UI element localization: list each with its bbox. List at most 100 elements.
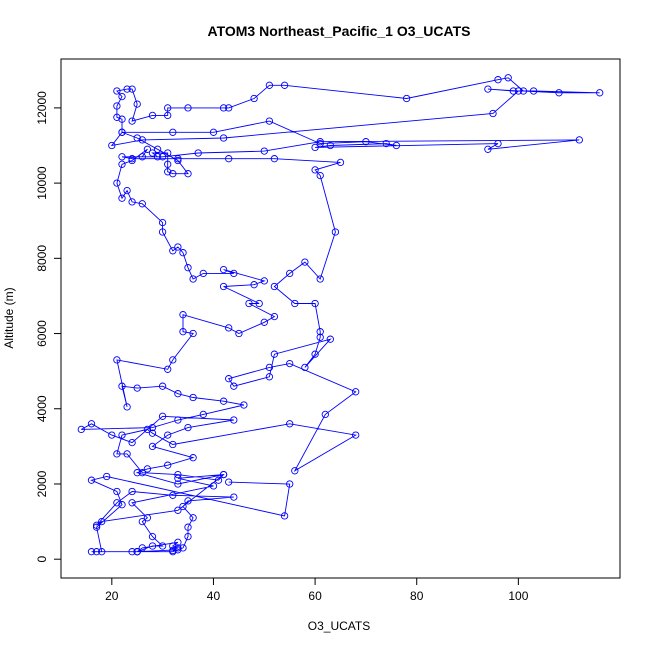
data-point: [184, 264, 192, 272]
data-point: [265, 363, 274, 372]
data-point: [113, 179, 121, 187]
data-point: [230, 382, 238, 390]
y-tick-label: 8000: [35, 245, 49, 272]
data-point: [184, 104, 192, 112]
data-point: [133, 100, 141, 108]
data-point: [184, 523, 192, 531]
x-axis-label: O3_UCATS: [308, 619, 370, 633]
series-line: [81, 77, 600, 553]
data-point: [179, 311, 187, 319]
data-point: [123, 403, 131, 411]
data-point: [189, 454, 197, 462]
data-point: [331, 228, 340, 236]
x-tick-label: 20: [105, 589, 119, 603]
data-point: [138, 153, 146, 161]
data-point: [179, 328, 187, 336]
data-point: [138, 200, 146, 208]
data-point: [118, 115, 126, 123]
data-point: [189, 514, 197, 522]
data-point: [128, 198, 136, 206]
data-point: [148, 442, 157, 451]
x-tick-label: 60: [308, 589, 322, 603]
data-point: [514, 87, 523, 95]
data-point: [113, 102, 121, 110]
data-point: [230, 416, 238, 424]
x-tick-label: 100: [508, 589, 528, 603]
data-point: [494, 76, 502, 84]
data-point: [164, 111, 172, 120]
data-point: [219, 104, 228, 112]
data-point: [245, 299, 253, 308]
data-point: [148, 423, 157, 432]
data-point: [123, 186, 131, 195]
data-point: [138, 136, 146, 144]
data-point: [301, 363, 309, 372]
data-point: [489, 109, 497, 118]
data-point: [118, 153, 126, 161]
y-tick-label: 12000: [35, 91, 49, 125]
y-axis-label: Altitude (m): [2, 287, 16, 348]
data-point: [270, 282, 279, 291]
data-point: [108, 431, 116, 439]
y-axis: 0 2000 4000 6000 8000 10000 12000: [35, 91, 62, 563]
data-point: [504, 74, 512, 82]
data-point: [219, 265, 228, 274]
data-point: [311, 350, 319, 358]
y-tick-label: 4000: [35, 395, 49, 422]
data-point: [148, 149, 157, 157]
data-point: [169, 548, 177, 556]
data-point: [169, 491, 177, 499]
y-tick-label: 0: [35, 556, 49, 563]
data-point: [225, 104, 233, 112]
data-point: [148, 429, 157, 437]
data-point: [87, 420, 96, 428]
data-point: [92, 521, 101, 529]
data-point: [265, 81, 274, 89]
data-point: [316, 139, 324, 148]
data-point: [555, 89, 563, 97]
data-point: [98, 517, 106, 526]
data-point: [113, 87, 121, 95]
data-point: [260, 277, 268, 285]
data-point: [128, 487, 136, 496]
data-point: [158, 382, 167, 390]
data-point: [311, 143, 319, 152]
data-point: [280, 512, 289, 520]
data-point: [158, 218, 167, 227]
y-tick-label: 10000: [35, 166, 49, 200]
data-point: [174, 474, 182, 482]
data-point: [291, 299, 299, 308]
data-point: [153, 145, 162, 153]
data-point: [286, 480, 294, 488]
data-point: [133, 469, 141, 477]
data-point: [138, 544, 146, 552]
data-point: [169, 170, 177, 178]
data-point: [128, 155, 136, 163]
data-point: [260, 318, 268, 326]
data-point: [260, 147, 268, 155]
data-point: [174, 506, 182, 514]
data-point: [286, 420, 294, 428]
data-point: [169, 440, 177, 449]
data-point: [214, 476, 223, 484]
data-point: [316, 333, 324, 341]
data-point: [118, 128, 126, 136]
data-point: [235, 329, 243, 338]
data-point: [336, 158, 345, 167]
data-point: [128, 438, 136, 447]
data-point: [148, 111, 157, 120]
data-point: [174, 544, 182, 552]
data-point: [230, 269, 238, 278]
data-point: [519, 87, 528, 95]
data-point: [158, 153, 167, 161]
data-point: [138, 517, 146, 526]
data-point: [113, 499, 121, 507]
data-point: [184, 423, 192, 432]
data-point: [265, 117, 274, 125]
data-point: [98, 548, 106, 556]
data-point: [174, 546, 182, 554]
data-point: [311, 299, 319, 308]
data-point: [77, 425, 85, 434]
data-point: [118, 194, 126, 202]
data-point: [199, 410, 207, 419]
